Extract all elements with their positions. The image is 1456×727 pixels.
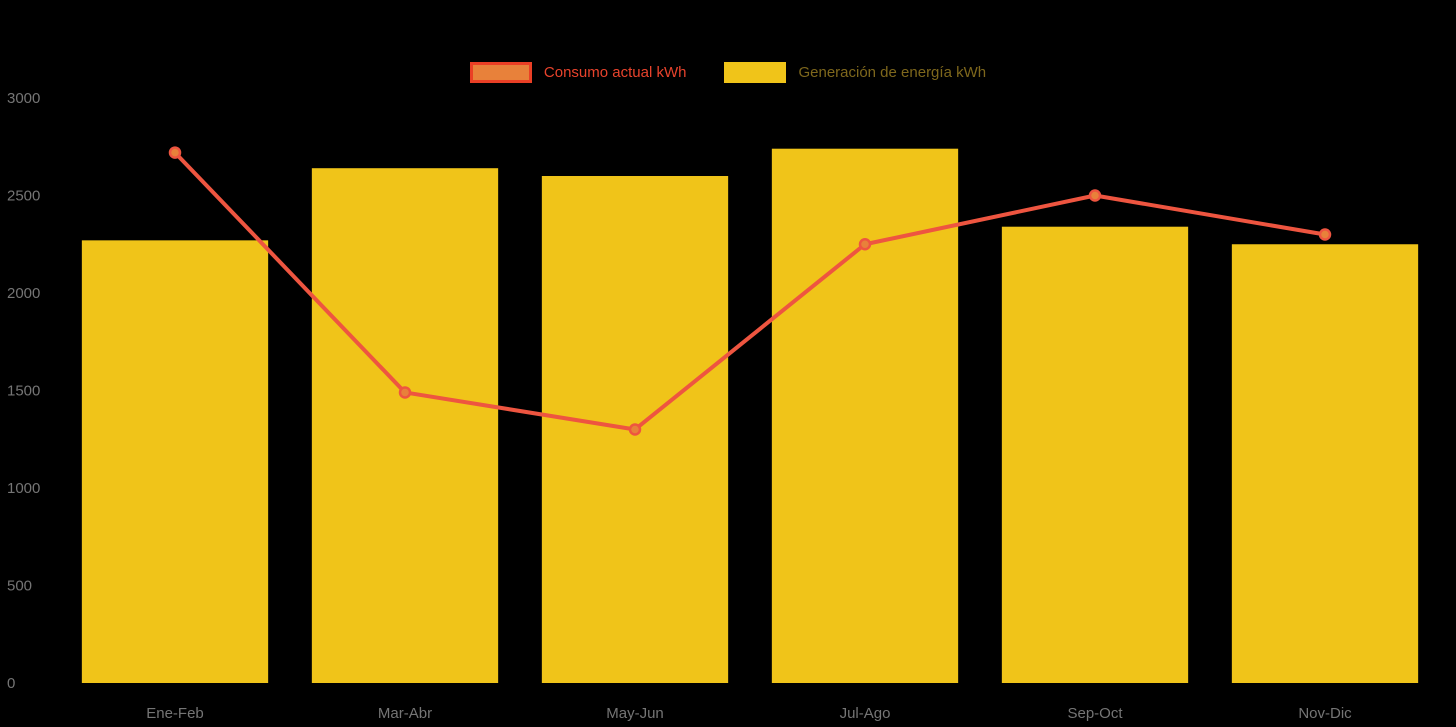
y-axis-tick-label: 500 bbox=[7, 578, 32, 595]
y-axis-tick-label: 2500 bbox=[7, 188, 40, 205]
bar-Nov-Dic bbox=[1231, 244, 1419, 683]
legend-label-consumo-actual: Consumo actual kWh bbox=[543, 64, 687, 81]
consumo-actual-point-Sep-Oct bbox=[1088, 189, 1102, 202]
consumo-actual-line bbox=[173, 150, 1327, 432]
x-axis-category-label: Ene-Feb bbox=[146, 705, 204, 722]
y-axis-tick-label: 0 bbox=[7, 675, 15, 692]
consumo-actual-point-Mar-Abr bbox=[398, 386, 412, 399]
x-axis-category-label: May-Jun bbox=[606, 705, 664, 722]
y-axis-tick-label: 1000 bbox=[7, 480, 40, 497]
generacion-energia-swatch bbox=[724, 62, 787, 83]
x-axis-category-label: Sep-Oct bbox=[1067, 705, 1123, 722]
x-axis-category-label: Jul-Ago bbox=[840, 705, 891, 722]
legend-item-consumo-actual[interactable]: Consumo actual kWh bbox=[469, 62, 687, 83]
consumo-actual-point-Jul-Ago bbox=[858, 238, 872, 251]
y-axis-tick-label: 3000 bbox=[7, 90, 40, 107]
legend-item-generacion-energia[interactable]: Generación de energía kWh bbox=[724, 62, 986, 83]
consumo-actual-swatch bbox=[469, 62, 532, 83]
bar-Ene-Feb bbox=[81, 240, 269, 683]
consumo-actual-point-May-Jun bbox=[628, 423, 642, 436]
x-axis-category-label: Mar-Abr bbox=[378, 705, 432, 722]
y-axis-tick-label: 1500 bbox=[7, 383, 40, 400]
bar-Sep-Oct bbox=[1001, 226, 1189, 683]
y-axis-tick-label: 2000 bbox=[7, 285, 40, 302]
bar-Mar-Abr bbox=[311, 168, 499, 683]
bar-Jul-Ago bbox=[771, 148, 959, 683]
consumo-actual-point-Nov-Dic bbox=[1318, 228, 1332, 241]
legend-label-generacion-energia: Generación de energía kWh bbox=[798, 64, 987, 81]
consumo-actual-point-Ene-Feb bbox=[168, 146, 182, 159]
chart-legend: Consumo actual kWh Generación de energía… bbox=[0, 62, 1456, 83]
x-axis-category-label: Nov-Dic bbox=[1298, 705, 1352, 722]
